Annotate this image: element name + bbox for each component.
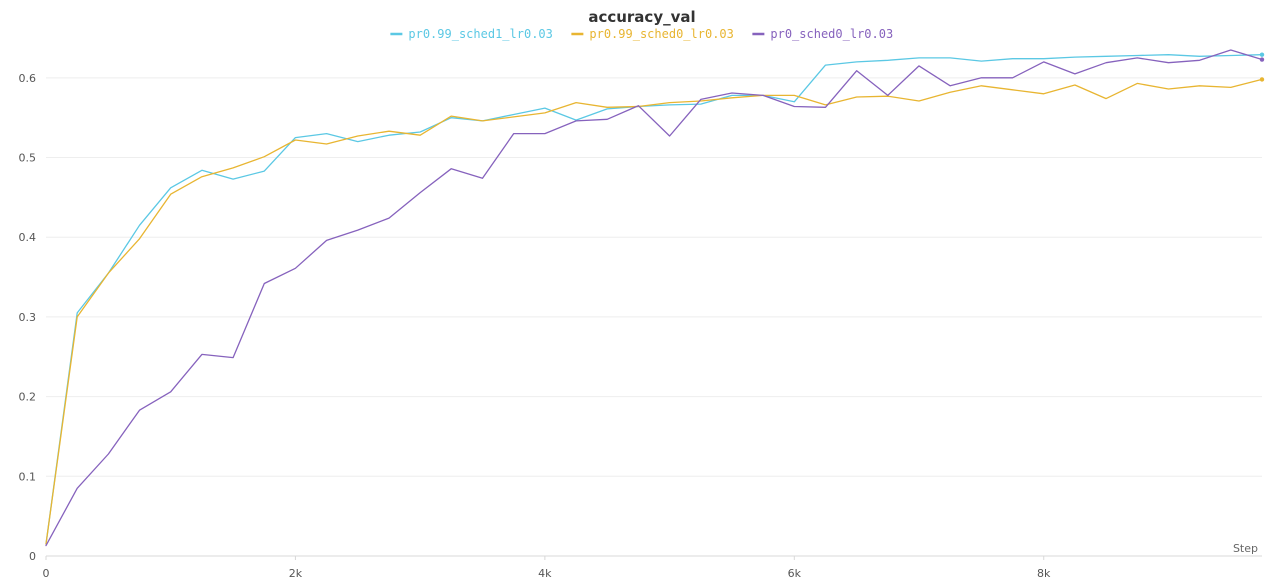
y-tick-label: 0.2 bbox=[19, 391, 37, 404]
legend-item[interactable]: pr0.99_sched0_lr0.03 bbox=[571, 27, 734, 41]
series-end-point bbox=[1259, 77, 1265, 82]
x-tick-label: 8k bbox=[1037, 567, 1051, 580]
y-tick-label: 0.3 bbox=[19, 311, 37, 324]
series-line-pr0.99_sched0_lr0.03 bbox=[45, 78, 1263, 545]
y-tick-label: 0.5 bbox=[19, 152, 37, 165]
legend-label: pr0_sched0_lr0.03 bbox=[770, 27, 893, 41]
y-tick-label: 0 bbox=[29, 550, 36, 563]
series-line-pr0_sched0_lr0.03 bbox=[45, 49, 1263, 547]
x-tick-label: 4k bbox=[538, 567, 552, 580]
x-axis-title: Step bbox=[1233, 542, 1258, 555]
chart-grid bbox=[46, 77, 1262, 477]
y-tick-label: 0.4 bbox=[19, 231, 37, 244]
legend-item[interactable]: pr0.99_sched1_lr0.03 bbox=[390, 27, 553, 41]
x-tick-label: 6k bbox=[788, 567, 802, 580]
y-tick-label: 0.6 bbox=[19, 72, 37, 85]
series-end-point bbox=[1259, 57, 1265, 62]
chart-title: accuracy_val bbox=[588, 8, 695, 26]
chart-legend: pr0.99_sched1_lr0.03 pr0.99_sched0_lr0.03… bbox=[390, 27, 893, 41]
x-tick-label: 2k bbox=[289, 567, 303, 580]
y-tick-label: 0.1 bbox=[19, 470, 37, 483]
series-end-point bbox=[1259, 52, 1265, 57]
legend-label: pr0.99_sched1_lr0.03 bbox=[408, 27, 553, 41]
legend-label: pr0.99_sched0_lr0.03 bbox=[589, 27, 734, 41]
series-line-pr0.99_sched1_lr0.03 bbox=[45, 54, 1263, 545]
chart-series-layer bbox=[45, 49, 1265, 547]
legend-item[interactable]: pr0_sched0_lr0.03 bbox=[752, 27, 893, 41]
x-tick-label: 0 bbox=[43, 567, 50, 580]
chart-axes: 0 0.1 0.2 0.3 0.4 0.5 0.6 0 2k 4k 6k 8k bbox=[19, 72, 1262, 580]
